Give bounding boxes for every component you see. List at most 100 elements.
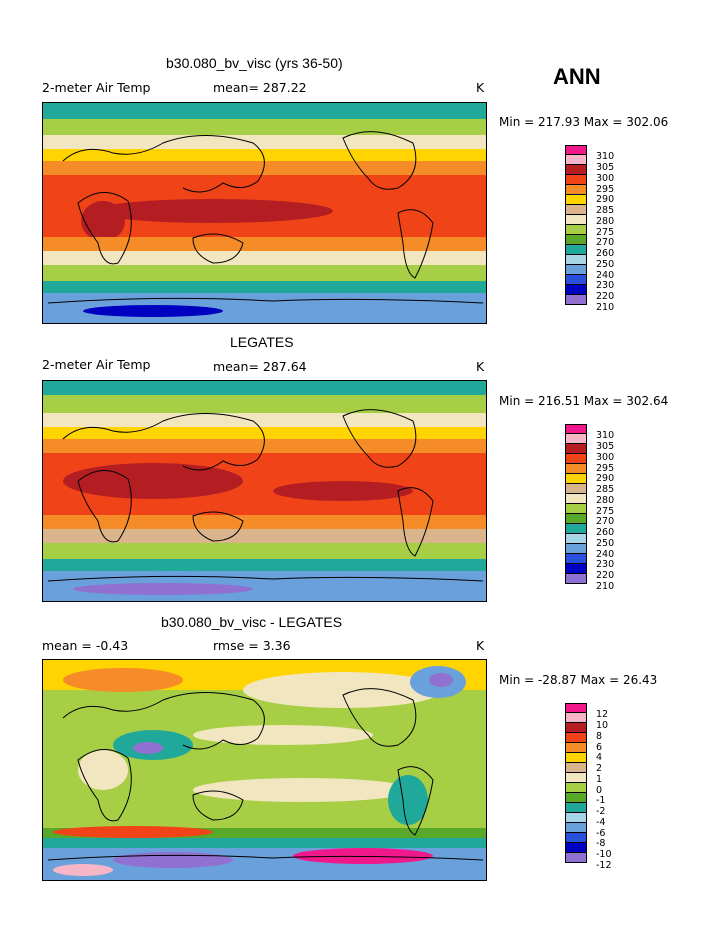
- panel-3-map: [42, 659, 487, 881]
- colorbar-swatch: [565, 434, 587, 444]
- colorbar-label: 295: [596, 184, 615, 195]
- colorbar-label: 290: [596, 194, 615, 205]
- colorbar-label: 260: [596, 248, 615, 259]
- panel-2-coastlines: [47, 409, 484, 582]
- colorbar-swatch: [565, 773, 587, 783]
- colorbar-label: 2: [596, 763, 603, 774]
- panel-1-coastlines: [47, 131, 484, 304]
- colorbar-swatch: [565, 524, 587, 534]
- colorbar-swatch: [565, 843, 587, 853]
- colorbar-label: 310: [596, 430, 615, 441]
- colorbar-label: 210: [596, 581, 615, 592]
- panel-2-units: K: [476, 359, 485, 374]
- colorbar-label: -1: [596, 795, 606, 806]
- colorbar-swatch: [565, 175, 587, 185]
- colorbar-label: 270: [596, 516, 615, 527]
- colorbar-label: -4: [596, 817, 606, 828]
- colorbar-label: 0: [596, 785, 603, 796]
- colorbar-swatch: [565, 225, 587, 235]
- colorbar-swatch: [565, 733, 587, 743]
- colorbar-swatch: [565, 833, 587, 843]
- colorbar-swatch: [565, 504, 587, 514]
- panel-2-title: LEGATES: [230, 334, 294, 350]
- panel-1-map: [42, 102, 487, 324]
- season-label: ANN: [553, 64, 601, 89]
- colorbar-swatch: [565, 534, 587, 544]
- colorbar-label: 4: [596, 752, 603, 763]
- colorbar-label: -6: [596, 828, 606, 839]
- colorbar-label: 305: [596, 162, 615, 173]
- panel-2-minmax: Min = 216.51 Max = 302.64: [499, 394, 669, 408]
- colorbar-swatch: [565, 235, 587, 245]
- colorbar-label: 300: [596, 452, 615, 463]
- colorbar-swatch: [565, 295, 587, 305]
- colorbar-swatch: [565, 185, 587, 195]
- panel-2-colorbar: [565, 424, 587, 584]
- colorbar-swatch: [565, 703, 587, 713]
- colorbar-swatch: [565, 215, 587, 225]
- colorbar-label: 275: [596, 227, 615, 238]
- colorbar-label: -12: [596, 860, 612, 871]
- colorbar-label: 220: [596, 570, 615, 581]
- colorbar-label: 295: [596, 463, 615, 474]
- colorbar-label: 250: [596, 259, 615, 270]
- colorbar-label: 280: [596, 495, 615, 506]
- colorbar-swatch: [565, 554, 587, 564]
- colorbar-swatch: [565, 544, 587, 554]
- colorbar-label: 290: [596, 473, 615, 484]
- colorbar-swatch: [565, 514, 587, 524]
- colorbar-label: -2: [596, 806, 606, 817]
- panel-2-variable-label: 2-meter Air Temp: [42, 357, 151, 372]
- colorbar-swatch: [565, 494, 587, 504]
- colorbar-swatch: [565, 285, 587, 295]
- colorbar-swatch: [565, 424, 587, 434]
- colorbar-label: 230: [596, 559, 615, 570]
- colorbar-swatch: [565, 464, 587, 474]
- panel-3-title: b30.080_bv_visc - LEGATES: [161, 614, 343, 630]
- colorbar-swatch: [565, 564, 587, 574]
- colorbar-swatch: [565, 713, 587, 723]
- panel-1-temperature-field: [43, 103, 486, 323]
- panel-3-rmse-label: rmse = 3.36: [213, 638, 291, 653]
- colorbar-label: 220: [596, 291, 615, 302]
- panel-1-minmax: Min = 217.93 Max = 302.06: [499, 115, 669, 129]
- panel-1-title: b30.080_bv_visc (yrs 36-50): [166, 55, 343, 71]
- colorbar-swatch: [565, 275, 587, 285]
- colorbar-swatch: [565, 723, 587, 733]
- colorbar-swatch: [565, 265, 587, 275]
- colorbar-swatch: [565, 145, 587, 155]
- colorbar-label: -10: [596, 849, 612, 860]
- colorbar-label: 270: [596, 237, 615, 248]
- colorbar-label: 12: [596, 709, 609, 720]
- colorbar-label: 10: [596, 720, 609, 731]
- colorbar-label: 250: [596, 538, 615, 549]
- colorbar-swatch: [565, 783, 587, 793]
- panel-1-colorbar: [565, 145, 587, 305]
- colorbar-label: 6: [596, 742, 603, 753]
- colorbar-label: 1: [596, 774, 603, 785]
- colorbar-swatch: [565, 245, 587, 255]
- colorbar-label: 285: [596, 205, 615, 216]
- colorbar-label: 260: [596, 527, 615, 538]
- panel-3-minmax: Min = -28.87 Max = 26.43: [499, 673, 658, 687]
- colorbar-swatch: [565, 823, 587, 833]
- colorbar-swatch: [565, 155, 587, 165]
- panel-1-variable-label: 2-meter Air Temp: [42, 80, 151, 95]
- colorbar-label: -8: [596, 838, 606, 849]
- colorbar-swatch: [565, 205, 587, 215]
- colorbar-swatch: [565, 574, 587, 584]
- panel-3-colorbar: [565, 703, 587, 863]
- colorbar-swatch: [565, 484, 587, 494]
- panel-1-mean-label: mean= 287.22: [213, 80, 307, 95]
- colorbar-label: 275: [596, 506, 615, 517]
- colorbar-swatch: [565, 803, 587, 813]
- colorbar-swatch: [565, 165, 587, 175]
- colorbar-swatch: [565, 813, 587, 823]
- colorbar-swatch: [565, 793, 587, 803]
- colorbar-label: 300: [596, 173, 615, 184]
- colorbar-label: 280: [596, 216, 615, 227]
- panel-3-difference-field: [43, 660, 486, 880]
- colorbar-label: 240: [596, 270, 615, 281]
- colorbar-swatch: [565, 743, 587, 753]
- colorbar-label: 305: [596, 441, 615, 452]
